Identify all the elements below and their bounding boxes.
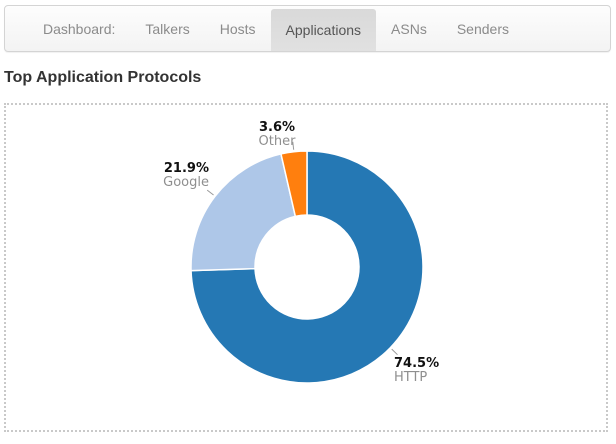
- slice-percent-http: 74.5%: [394, 356, 440, 371]
- nav-item-senders[interactable]: Senders: [456, 20, 509, 37]
- donut-slice-google[interactable]: [190, 153, 297, 272]
- donut-slice-other[interactable]: [280, 150, 308, 218]
- nav-item-applications[interactable]: Applications: [270, 9, 377, 51]
- slice-label-other: 3.6% Other: [247, 121, 307, 149]
- slice-label-http: 74.5% HTTP: [394, 357, 439, 385]
- slice-label-google: 21.9% Google: [109, 162, 209, 190]
- nav-item-talkers[interactable]: Talkers: [145, 20, 190, 37]
- slice-percent-google: 21.9%: [163, 161, 209, 176]
- donut-slice-http[interactable]: [190, 150, 424, 384]
- chart-panel: 3.6% Other 21.9% Google 74.5% HTTP: [4, 103, 608, 432]
- nav-item-dashboard[interactable]: Dashboard:: [43, 20, 116, 37]
- slice-name-google: Google: [163, 175, 209, 190]
- nav-item-asns[interactable]: ASNs: [391, 20, 427, 37]
- slice-name-http: HTTP: [394, 370, 428, 385]
- slice-name-other: Other: [258, 134, 296, 149]
- slice-percent-other: 3.6%: [258, 120, 296, 135]
- navbar: Dashboard: Talkers Hosts Applications AS…: [4, 5, 611, 52]
- donut-chart: [190, 141, 424, 384]
- label-tick-other: [292, 141, 295, 150]
- nav-item-hosts[interactable]: Hosts: [219, 20, 256, 37]
- label-tick-http: [391, 348, 398, 356]
- page-title: Top Application Protocols: [4, 69, 202, 86]
- label-tick-google: [206, 189, 214, 196]
